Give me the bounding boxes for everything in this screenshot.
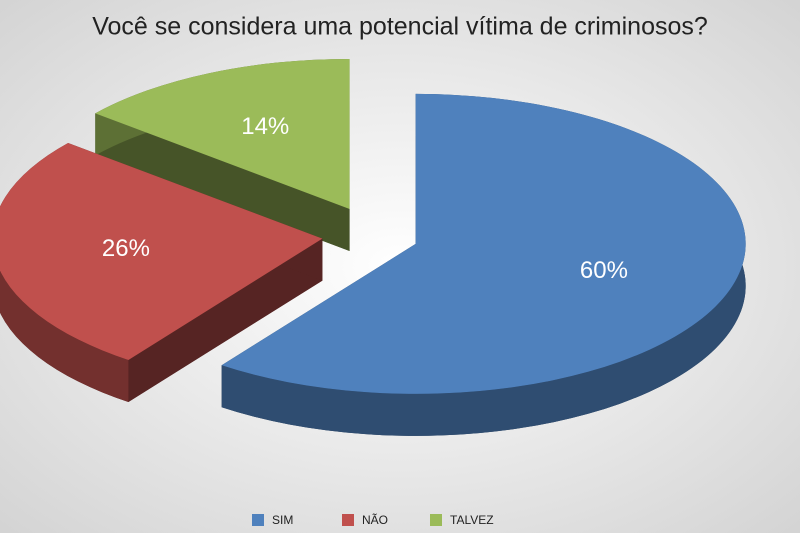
pie-slice	[221, 93, 746, 436]
slice-top	[221, 93, 746, 394]
legend-label: NÃO	[362, 513, 388, 527]
chart-title: Você se considera uma potencial vítima d…	[92, 13, 708, 41]
slice-side	[221, 93, 746, 436]
slice-top	[95, 58, 350, 209]
slice-cut	[95, 113, 350, 251]
legend-label: SIM	[272, 513, 293, 527]
slice-top	[0, 142, 323, 360]
legend-swatch	[430, 514, 442, 526]
pie-slice	[95, 58, 350, 251]
data-label: 14%	[241, 113, 289, 140]
data-label: 26%	[102, 235, 150, 262]
legend-swatch	[252, 514, 264, 526]
slice-cut	[128, 238, 323, 402]
legend-label: TALVEZ	[450, 513, 494, 527]
pie-slice	[0, 142, 323, 402]
data-label: 60%	[580, 257, 628, 284]
legend-swatch	[342, 514, 354, 526]
